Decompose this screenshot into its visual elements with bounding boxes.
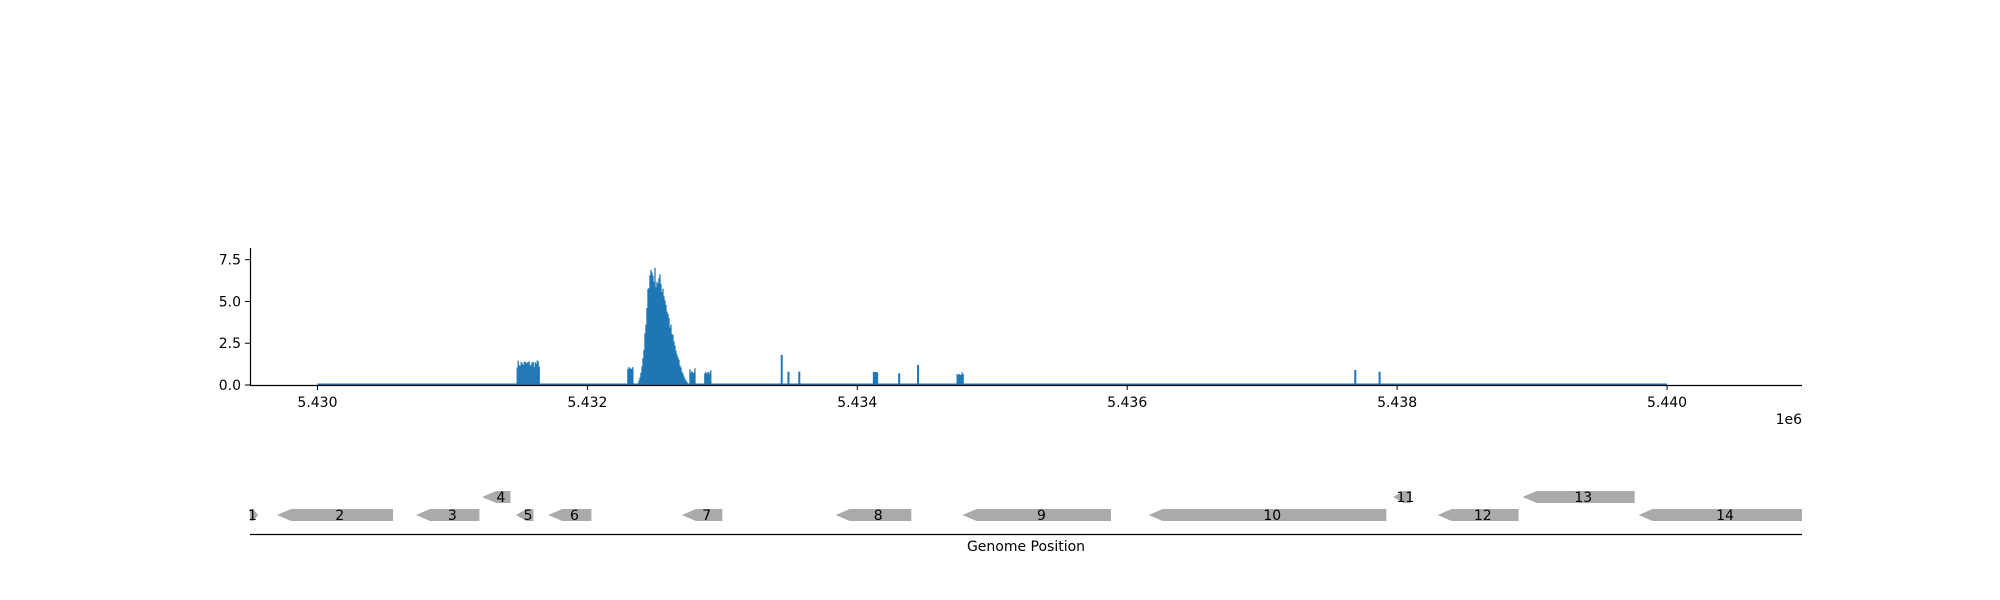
gene-arrow [835,509,912,521]
x-tick-label: 5.430 [297,395,337,411]
gene-arrow [1148,509,1387,521]
gene-label: 1 [248,508,257,524]
gene-arrow [1437,509,1519,521]
gene-arrow [515,509,534,521]
gene-arrow [962,509,1112,521]
gene-arrow [415,509,480,521]
gene-feature: 8 [835,508,912,524]
x-tick-label: 5.436 [1107,395,1147,411]
gene-feature: 13 [1522,490,1635,506]
gene-label: 10 [1263,508,1281,524]
coverage-cluster [872,372,879,385]
gene-label: 5 [524,508,533,524]
x-tick-label: 5.432 [567,395,607,411]
coverage-cluster [636,267,690,385]
gene-feature: 1 [248,508,259,524]
gene-arrow [1522,491,1635,503]
x-tick-label: 5.434 [837,395,877,411]
gene-arrow [548,509,592,521]
gene-label: 3 [448,508,457,524]
y-tick-label: 5.0 [219,294,241,310]
gene-label: 12 [1474,508,1492,524]
gene-label: 6 [570,508,579,524]
y-tick-label: 2.5 [219,336,241,352]
gene-arrow [681,509,723,521]
coverage-series [317,267,1668,386]
y-tick-label: 0.0 [219,378,241,394]
gene-arrow [1393,491,1411,503]
gene-feature: 11 [1393,490,1414,506]
x-tick-label: 5.440 [1647,395,1687,411]
gene-feature: 5 [515,508,534,524]
gene-arrow [276,509,394,521]
x-offset-label: 1e6 [1776,412,1803,428]
gene-label: 8 [874,508,883,524]
gene-label: 2 [335,508,344,524]
gene-label: 4 [497,490,506,506]
gene-label: 11 [1396,490,1414,506]
coverage-cluster [689,368,696,385]
gene-label: 13 [1574,490,1592,506]
gene-feature: 2 [276,508,394,524]
gene-feature: 7 [681,508,723,524]
coverage-cluster [516,360,540,385]
gene-label: 7 [702,508,711,524]
gene-arrow [250,509,259,521]
y-tick-label: 7.5 [219,253,241,269]
x-tick-label: 5.438 [1377,395,1417,411]
gene-feature: 14 [1638,508,1802,524]
x-ticks: 5.430 5.432 5.434 5.436 5.438 5.440 [297,385,1687,411]
gene-arrow [1638,509,1802,521]
gene-arrow [482,491,511,503]
gene-feature: 9 [962,508,1112,524]
gene-feature: 6 [548,508,592,524]
gene-feature: 10 [1148,508,1387,524]
gene-feature: 4 [482,490,511,506]
coverage-plot: 5.430 5.432 5.434 5.436 5.438 5.440 0.0 2.5 5.0… [219,248,1802,428]
coverage-cluster [704,370,712,385]
gene-feature: 12 [1437,508,1519,524]
y-ticks: 0.0 2.5 5.0 7.5 [219,253,250,394]
gene-map-xlabel: Genome Position [967,539,1085,555]
coverage-cluster [956,372,964,385]
gene-label: 14 [1716,508,1734,524]
gene-feature: 3 [415,508,480,524]
coverage-cluster [627,367,634,385]
gene-label: 9 [1037,508,1046,524]
